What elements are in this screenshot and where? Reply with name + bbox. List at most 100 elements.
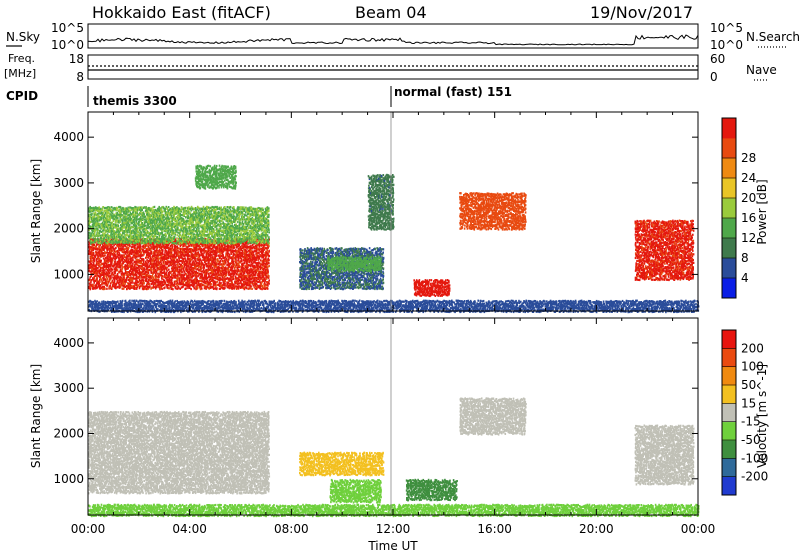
power-cell: [152, 276, 155, 279]
power-cell: [146, 288, 148, 291]
power-cell: [164, 272, 166, 275]
power-cell: [162, 281, 164, 284]
power-cell: [133, 277, 136, 280]
power-cell: [193, 285, 195, 288]
power-cell: [121, 247, 124, 251]
power-cell: [139, 276, 141, 279]
power-cell: [138, 269, 140, 272]
power-cell: [96, 279, 98, 282]
power-cell: [209, 286, 212, 290]
power-cell: [198, 255, 201, 258]
power-cell: [167, 256, 170, 260]
power-cell: [133, 221, 136, 224]
power-cell: [210, 283, 212, 286]
power-cell: [219, 274, 221, 277]
freq-left-tick-bottom: 8: [76, 70, 84, 84]
power-cell: [257, 267, 259, 270]
power-cell: [227, 270, 230, 273]
power-cell: [177, 263, 179, 267]
power-cell: [235, 287, 238, 290]
power-cell: [171, 269, 174, 272]
power-cell: [192, 253, 195, 256]
power-cell: [243, 243, 245, 246]
power-cell: [105, 262, 108, 265]
power-cell: [110, 276, 112, 279]
power-cell: [132, 234, 135, 237]
power-cell: [156, 280, 158, 283]
power-cell: [225, 277, 228, 280]
power-cell: [161, 250, 164, 253]
power-cell: [99, 225, 101, 228]
power-cell: [141, 273, 143, 276]
power-cell: [121, 272, 124, 275]
power-cell: [215, 248, 217, 251]
power-cell: [101, 287, 104, 291]
power-cell: [121, 268, 123, 272]
power-cell: [163, 254, 166, 257]
power-cell: [198, 274, 200, 277]
power-cell: [96, 240, 99, 243]
power-cell: [194, 243, 196, 247]
power-cell: [94, 255, 97, 259]
power-cell: [146, 284, 148, 287]
power-cell: [267, 281, 270, 284]
power-cell: [99, 280, 101, 283]
power-cell: [238, 282, 241, 285]
power-cell: [160, 259, 163, 262]
power-cell: [168, 277, 171, 280]
power-cell: [178, 260, 180, 263]
power-cell: [143, 270, 145, 273]
power-cell: [109, 278, 112, 281]
power-cell: [250, 285, 252, 288]
power-cell: [178, 278, 181, 282]
power-cell: [232, 249, 235, 252]
power-cell: [126, 233, 128, 236]
power-cell: [120, 247, 122, 250]
power-cell: [94, 284, 97, 287]
power-cell: [183, 265, 186, 268]
power-cell: [207, 247, 209, 250]
power-cell: [182, 275, 185, 278]
power-cell: [213, 251, 216, 254]
power-cell: [103, 213, 106, 217]
power-cell: [242, 267, 244, 270]
power-cell: [145, 206, 147, 209]
power-cell: [268, 259, 270, 262]
freq-left-unit: [MHz]: [4, 67, 36, 80]
power-cell: [107, 252, 110, 255]
power-cell: [187, 262, 190, 265]
power-cell: [250, 244, 252, 247]
power-cell: [218, 266, 221, 269]
power-cell: [115, 282, 118, 286]
power-cell: [186, 267, 188, 270]
power-cell: [160, 274, 163, 277]
power-cell: [201, 280, 204, 283]
power-cell: [214, 257, 217, 260]
power-cell: [98, 283, 100, 286]
power-cell: [190, 283, 193, 287]
power-cell: [108, 270, 110, 273]
power-cell: [96, 285, 98, 288]
power-cell: [160, 252, 163, 255]
power-cell: [167, 272, 170, 275]
power-cell: [167, 263, 169, 266]
power-cell: [219, 271, 222, 274]
power-cell: [238, 260, 241, 264]
power-cell: [173, 254, 176, 257]
power-cell: [197, 245, 200, 248]
power-cell: [143, 285, 145, 288]
power-cell: [188, 241, 190, 244]
power-cell: [186, 276, 188, 279]
power-cell: [88, 249, 91, 252]
power-cell: [166, 256, 168, 259]
power-cell: [128, 213, 130, 216]
power-cell: [161, 277, 163, 280]
power-cell: [148, 259, 151, 263]
power-cell: [114, 260, 116, 263]
power-cell: [229, 245, 231, 248]
power-cell: [135, 249, 138, 252]
power-cell: [173, 249, 176, 252]
power-cell: [193, 262, 196, 265]
power-cell: [164, 260, 167, 264]
power-cell: [152, 247, 155, 250]
